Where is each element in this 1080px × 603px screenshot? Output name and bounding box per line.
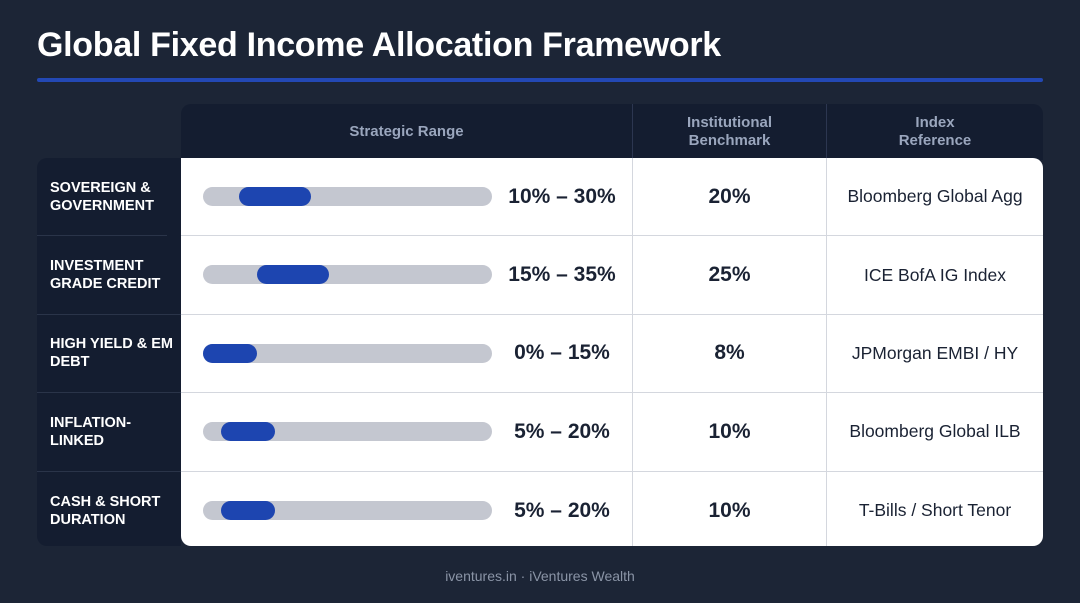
range-fill	[257, 265, 330, 285]
header-benchmark-text: Institutional Benchmark	[687, 114, 772, 149]
strategic-range-cell: 15% – 35%	[181, 236, 632, 313]
strategic-range-cell: 10% – 30%	[181, 158, 632, 235]
index-reference: Bloomberg Global ILB	[826, 393, 1043, 471]
row-label: Investment Grade Credit	[37, 236, 181, 315]
range-value: 5% – 20%	[514, 498, 610, 522]
range-track	[203, 422, 492, 442]
table-row: 5% – 20% 10% T-Bills / Short Tenor	[181, 471, 1043, 546]
range-track	[203, 265, 492, 285]
range-fill	[203, 343, 258, 363]
benchmark-value: 10%	[632, 393, 826, 471]
range-track	[203, 500, 492, 520]
header-index-reference: Index Reference	[826, 104, 1043, 160]
index-reference: JPMorgan EMBI / HY	[826, 314, 1043, 393]
range-fill	[239, 187, 312, 206]
benchmark-value: 25%	[632, 236, 826, 314]
index-reference: ICE BofA IG Index	[826, 236, 1043, 314]
strategic-range-cell: 0% – 15%	[181, 315, 632, 392]
strategic-range-cell: 5% – 20%	[181, 393, 632, 470]
range-fill	[221, 422, 276, 442]
row-label: Cash & Short Duration	[50, 493, 161, 528]
table-row: 10% – 30% 20% Bloomberg Global Agg	[181, 158, 1043, 237]
table-row: 15% – 35% 25% ICE BofA IG Index	[181, 236, 1043, 315]
benchmark-value: 20%	[632, 158, 826, 236]
index-reference: T-Bills / Short Tenor	[826, 471, 1043, 546]
range-value: 5% – 20%	[514, 419, 610, 443]
table-row: 0% – 15% 8% JPMorgan EMBI / HY	[181, 314, 1043, 394]
index-reference: Bloomberg Global Agg	[826, 158, 1043, 236]
benchmark-value: 10%	[632, 471, 826, 546]
range-value: 0% – 15%	[514, 341, 610, 365]
strategic-range-cell: 5% – 20%	[181, 472, 632, 546]
range-fill	[221, 500, 276, 520]
range-value: 10% – 30%	[508, 184, 616, 208]
footer-credit: iventures.in · iVentures Wealth	[445, 568, 635, 584]
header-institutional-benchmark: Institutional Benchmark	[632, 104, 826, 160]
title-underline	[37, 78, 1043, 82]
table-row: 5% – 20% 10% Bloomberg Global ILB	[181, 393, 1043, 472]
page-title: Global Fixed Income Allocation Framework	[37, 26, 721, 64]
range-value: 15% – 35%	[508, 263, 616, 287]
benchmark-value: 8%	[632, 314, 826, 393]
row-label: Inflation-Linked	[37, 393, 181, 472]
range-track	[203, 187, 492, 206]
allocation-table: 10% – 30% 20% Bloomberg Global Agg 15% –…	[181, 158, 1043, 546]
range-track	[203, 343, 492, 363]
table-header: Strategic Range Institutional Benchmark …	[181, 104, 1043, 160]
header-strategic-range: Strategic Range	[349, 123, 464, 140]
row-label: Sovereign & Government	[37, 158, 167, 237]
row-label: High Yield & EM Debt	[37, 315, 181, 394]
header-index-text: Index Reference	[898, 114, 972, 149]
asset-class-column: Sovereign & Government Investment Grade …	[37, 158, 181, 546]
